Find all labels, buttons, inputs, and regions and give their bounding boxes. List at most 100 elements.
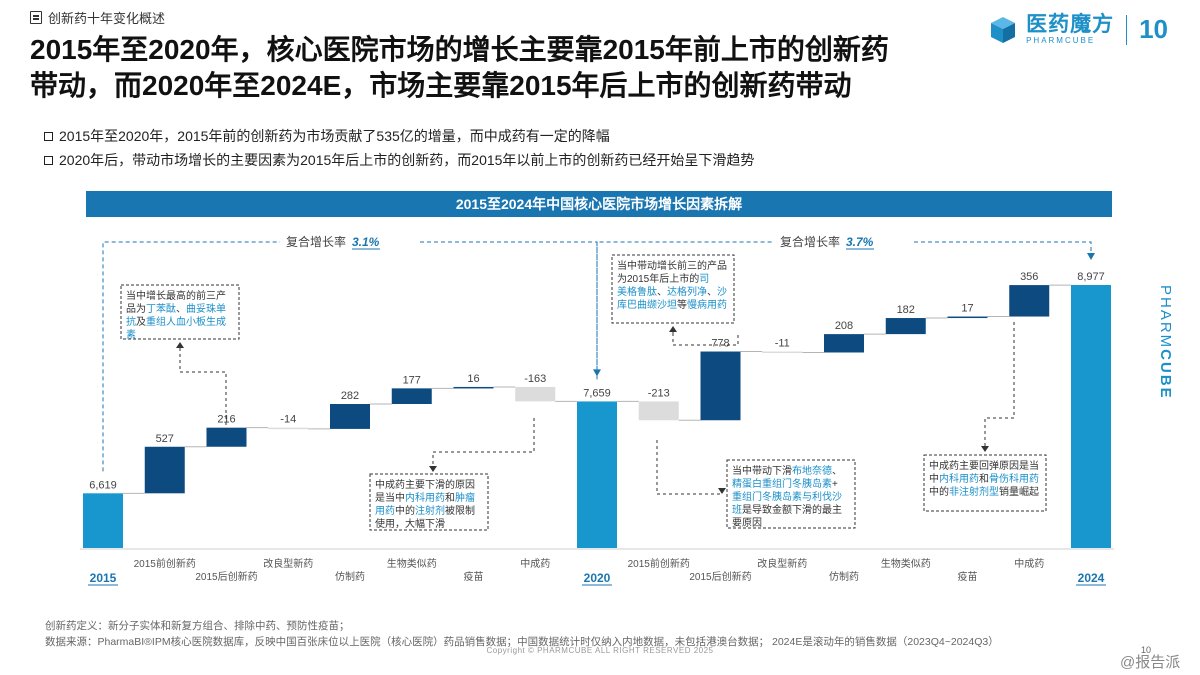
bar-10 <box>700 351 741 421</box>
x-tick-label-2: 2015后创新药 <box>195 570 257 583</box>
side-brand-a: PHARM <box>1157 285 1174 350</box>
cagr-bracket-right <box>420 241 598 372</box>
arrow-down-icon <box>429 466 437 472</box>
cagr-label: 复合增长率 <box>780 234 840 249</box>
document-icon <box>30 11 42 24</box>
bullet-list: 2015年至2020年，2015年前的创新药为市场贡献了535亿的增量，而中成药… <box>44 124 754 172</box>
data-label-9: -213 <box>648 387 670 399</box>
cube-logo-icon <box>991 16 1016 43</box>
bar-14 <box>947 316 988 319</box>
arrow-up-icon <box>669 326 677 332</box>
annotation-text-line: 当中增长最高的前三产 <box>126 289 226 302</box>
annotation-text-line: 是当中内科用药和肿瘤 <box>375 491 475 504</box>
footnote-definition: 创新药定义：新分子实体和新复方组合、排除中药、预防性疫苗； <box>45 620 350 632</box>
annotation-text-line: 精蛋白重组门冬胰岛素+ <box>732 477 838 490</box>
data-label-8: 7,659 <box>583 387 611 399</box>
arrow-down-icon <box>1087 253 1095 260</box>
bar-0 <box>83 493 123 548</box>
logo-name-cn: 医药魔方 <box>1026 13 1115 36</box>
bar-3 <box>268 427 309 430</box>
cagr-bracket-right <box>914 241 1092 255</box>
data-label-1: 527 <box>156 433 174 445</box>
data-label-5: 177 <box>403 374 421 386</box>
data-label-11: -11 <box>775 338 790 350</box>
square-bullet-icon <box>44 131 53 141</box>
bullet-text: 2020年后，带动市场增长的主要因素为2015年后上市的创新药，而2015年以前… <box>59 152 755 168</box>
bar-2 <box>206 427 247 447</box>
data-label-7: -163 <box>524 373 546 385</box>
side-brand-b: CUBE <box>1157 349 1174 400</box>
x-tick-label-1: 2015前创新药 <box>134 557 196 570</box>
annotation-text-line: 库巴曲缬沙坦等慢病用药 <box>617 298 727 311</box>
cagr-value: 3.7% <box>846 235 874 249</box>
bar-4 <box>330 403 370 429</box>
bar-15 <box>1009 285 1050 317</box>
side-brand: PHARMCUBE <box>1157 285 1174 400</box>
annotation-pointer <box>672 335 739 346</box>
annotation-text-line: 中成药主要下滑的原因 <box>375 478 475 491</box>
annotation-text-line: 中的非注射剂型销量崛起 <box>929 485 1039 498</box>
x-tick-label-6: 疫苗 <box>464 570 484 583</box>
bar-11 <box>762 351 803 354</box>
annotation-text-line: 当中带动下滑布地奈德、 <box>732 464 842 477</box>
anniversary-mark: 10 <box>1139 14 1168 44</box>
annotation-box-2 <box>611 254 735 324</box>
data-label-4: 282 <box>341 390 359 402</box>
annotation-text-line: 抗及重组人血小板生成 <box>126 315 226 328</box>
annotation-pointer <box>179 348 227 430</box>
annotation-text-line: 班是导致金额下滑的最主 <box>732 503 842 516</box>
cagr-label: 复合增长率 <box>286 234 346 249</box>
data-label-3: -14 <box>280 414 296 426</box>
arrow-right-icon <box>718 488 726 494</box>
data-label-6: 16 <box>467 373 479 385</box>
arrow-up-icon <box>176 342 184 348</box>
bar-16 <box>1071 285 1111 548</box>
bar-8 <box>577 401 617 548</box>
copyright: Copyright © PHARMCUBE ALL RIGHT RESERVED… <box>486 646 714 655</box>
x-tick-label-0: 2015 <box>90 571 117 585</box>
arrow-down-icon <box>981 446 989 452</box>
bar-6 <box>453 386 494 389</box>
x-tick-label-4: 仿制药 <box>335 570 365 583</box>
bullet-text: 2015年至2020年，2015年前的创新药为市场贡献了535亿的增量，而中成药… <box>59 128 610 144</box>
cagr-bracket-left <box>596 241 774 380</box>
annotation-pointer <box>656 440 722 495</box>
data-label-14: 17 <box>961 303 973 315</box>
page-number: 10 <box>1141 645 1152 655</box>
bullet-item: 2015年至2020年，2015年前的创新药为市场贡献了535亿的增量，而中成药… <box>44 124 754 148</box>
data-label-10: 778 <box>711 338 729 350</box>
chart-title: 2015至2024年中国核心医院市场增长因素拆解 <box>86 191 1112 217</box>
x-tick-label-3: 改良型新药 <box>263 557 313 570</box>
bar-12 <box>824 334 864 353</box>
annotation-text-line: 品为丁苯酞、曲妥珠单 <box>126 302 226 315</box>
bar-5 <box>391 388 432 404</box>
annotation-text-line: 中内科用药和骨伤科用药 <box>929 472 1039 485</box>
annotation-pointer <box>984 322 1015 448</box>
x-tick-label-14: 疫苗 <box>958 570 978 583</box>
annotation-text-line: 素 <box>126 328 136 341</box>
annotation-pointer <box>432 418 535 468</box>
bar-1 <box>144 446 185 494</box>
x-tick-label-15: 中成药 <box>1014 557 1044 570</box>
x-tick-label-9: 2015前创新药 <box>628 557 690 570</box>
bar-13 <box>885 318 926 335</box>
logo-divider <box>1126 14 1128 45</box>
bullet-item: 2020年后，带动市场增长的主要因素为2015年后上市的创新药，而2015年以前… <box>44 148 754 172</box>
data-label-12: 208 <box>835 320 853 332</box>
annotation-text-line: 当中带动增长前三的产品 <box>617 259 727 272</box>
x-tick-label-11: 改良型新药 <box>757 557 807 570</box>
x-tick-label-13: 生物类似药 <box>881 557 931 570</box>
x-tick-label-12: 仿制药 <box>829 570 859 583</box>
annotation-text-line: 重组门冬胰岛素与利伐沙 <box>732 490 842 503</box>
annotation-text-line: 用药中的注射剂被限制 <box>375 504 475 517</box>
title-line-1: 2015年至2020年，核心医院市场的增长主要靠2015年前上市的创新药 <box>30 34 889 65</box>
source-watermark: @报告派 <box>1120 654 1181 671</box>
data-label-16: 8,977 <box>1077 271 1105 283</box>
cagr-value: 3.1% <box>352 235 380 249</box>
bar-7 <box>515 386 556 402</box>
cagr-bracket-left <box>102 241 280 472</box>
breadcrumb-label: 创新药十年变化概述 <box>48 11 166 26</box>
annotation-text-line: 为2015年后上市的司 <box>617 272 709 285</box>
x-tick-label-7: 中成药 <box>520 557 550 570</box>
